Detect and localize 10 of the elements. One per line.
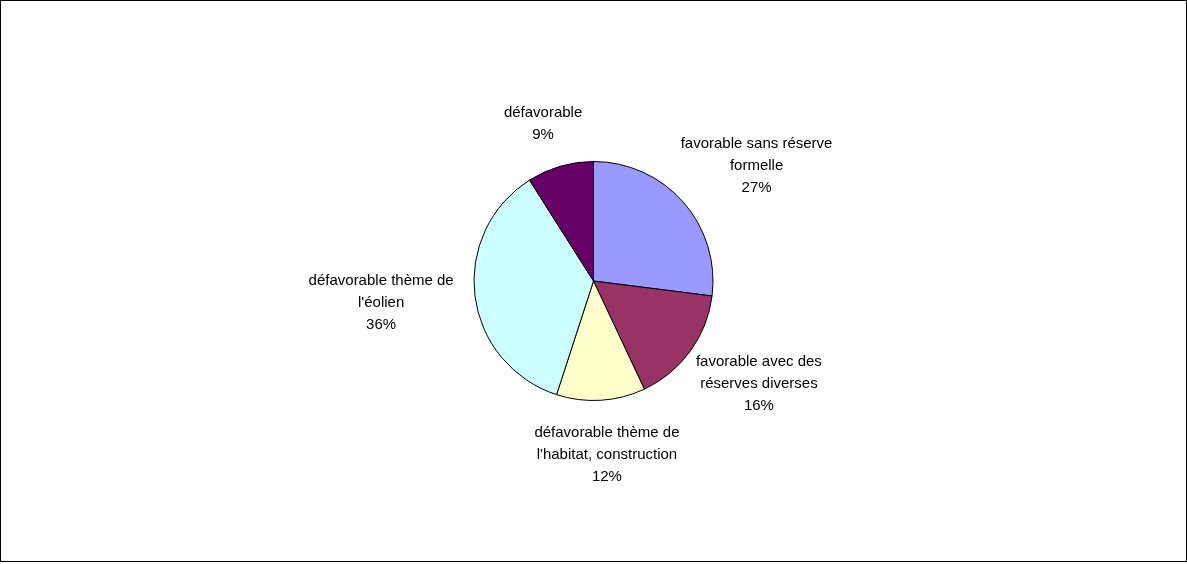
data-label: 12%: [591, 467, 622, 485]
data-label: 16%: [743, 395, 774, 413]
slice-label: favorable avec des réserves diverses: [695, 351, 822, 391]
data-label: 36%: [366, 315, 397, 333]
slice-label: favorable sans réserve formelle: [680, 133, 833, 173]
data-label: 27%: [741, 177, 772, 195]
slice-label: défavorable: [503, 103, 583, 121]
data-label: 9%: [532, 125, 554, 143]
slice-label: défavorable thème de l'éolien: [308, 271, 454, 311]
slice-label: défavorable thème de l'habitat, construction: [534, 423, 680, 463]
